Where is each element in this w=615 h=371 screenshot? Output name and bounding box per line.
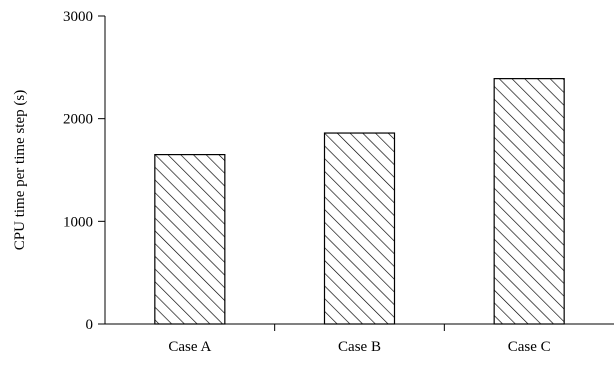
bar-case-b bbox=[323, 132, 396, 325]
y-tick-label: 0 bbox=[86, 317, 94, 333]
y-axis-ticks: 0 1000 2000 3000 bbox=[63, 9, 105, 333]
bars-group bbox=[154, 78, 565, 325]
y-tick-label: 2000 bbox=[63, 112, 93, 128]
y-tick-label: 3000 bbox=[63, 9, 93, 25]
x-tick-label: Case B bbox=[338, 339, 381, 355]
y-tick-label: 1000 bbox=[63, 214, 93, 230]
x-tick-label: Case C bbox=[508, 339, 551, 355]
bar-case-c bbox=[493, 78, 565, 325]
x-axis-ticks: Case A Case B Case C bbox=[168, 324, 551, 355]
bar-case-a bbox=[154, 154, 226, 325]
y-axis-title: CPU time per time step (s) bbox=[12, 90, 28, 250]
x-tick-label: Case A bbox=[168, 339, 211, 355]
